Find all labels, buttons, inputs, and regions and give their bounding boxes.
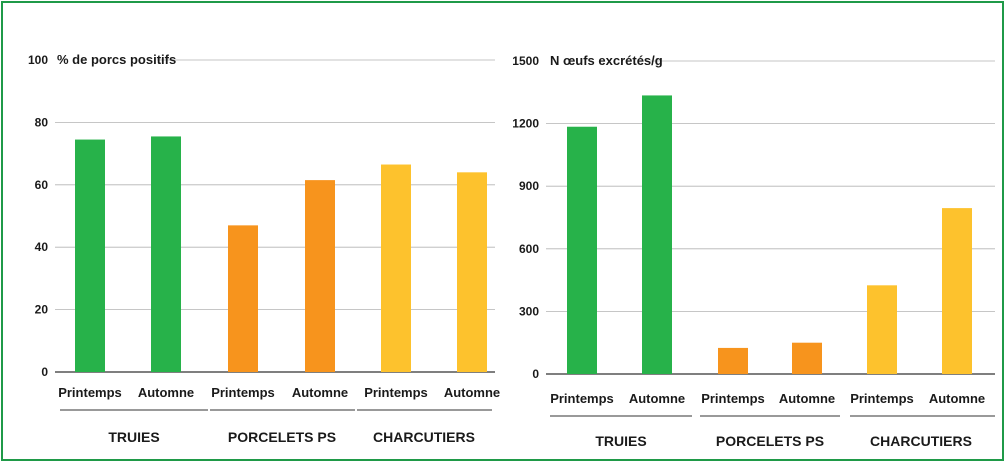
y-tick-label: 1200: [512, 117, 539, 131]
bar: [867, 285, 897, 374]
y-tick-label: 1500: [512, 54, 539, 68]
category-label: Automne: [629, 391, 685, 406]
y-tick-label: 100: [28, 53, 48, 67]
y-tick-label: 600: [519, 242, 539, 256]
category-label: Automne: [138, 385, 194, 400]
bar: [75, 140, 105, 372]
bar: [792, 343, 822, 374]
category-label: Automne: [292, 385, 348, 400]
category-label: Printemps: [211, 385, 275, 400]
category-label: Printemps: [364, 385, 428, 400]
chart-title: N œufs excrétés/g: [550, 53, 663, 68]
group-label: PORCELETS PS: [228, 429, 336, 445]
bar: [642, 95, 672, 374]
bar: [151, 136, 181, 372]
bar: [718, 348, 748, 374]
y-tick-label: 60: [35, 178, 49, 192]
category-label: Printemps: [850, 391, 914, 406]
category-label: Printemps: [701, 391, 765, 406]
group-label: TRUIES: [108, 429, 159, 445]
category-label: Printemps: [58, 385, 122, 400]
y-tick-label: 80: [35, 115, 49, 129]
y-tick-label: 0: [41, 365, 48, 379]
bar: [228, 225, 258, 372]
bar: [942, 208, 972, 374]
group-label: TRUIES: [595, 433, 646, 449]
chart-title: % de porcs positifs: [57, 52, 176, 67]
bar: [457, 172, 487, 372]
y-tick-label: 300: [519, 304, 539, 318]
bar: [567, 127, 597, 374]
bar: [381, 165, 411, 372]
y-tick-label: 20: [35, 303, 49, 317]
category-label: Automne: [779, 391, 835, 406]
group-label: PORCELETS PS: [716, 433, 824, 449]
category-label: Automne: [929, 391, 985, 406]
y-tick-label: 40: [35, 240, 49, 254]
category-label: Printemps: [550, 391, 614, 406]
y-tick-label: 0: [532, 367, 539, 381]
y-tick-label: 900: [519, 179, 539, 193]
group-label: CHARCUTIERS: [373, 429, 475, 445]
category-label: Automne: [444, 385, 500, 400]
group-label: CHARCUTIERS: [870, 433, 972, 449]
bar: [305, 180, 335, 372]
